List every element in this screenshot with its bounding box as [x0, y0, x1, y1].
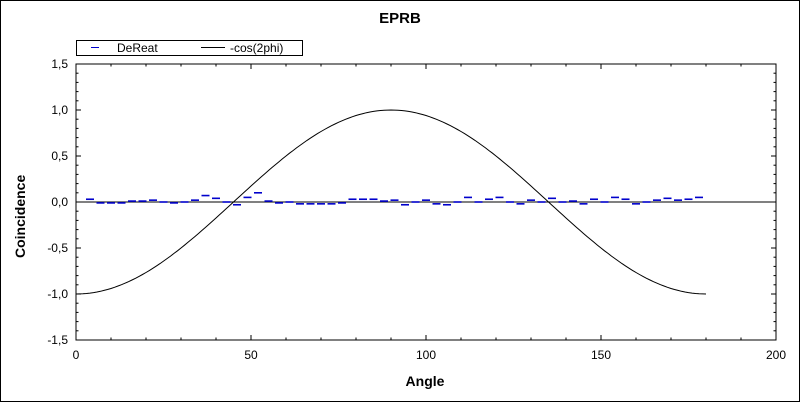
y-tick-label: 0,5: [51, 149, 68, 163]
y-tick-label: 1,5: [51, 57, 68, 71]
series-cos-line: [75, 109, 707, 295]
y-tick-label: 0,0: [51, 195, 68, 209]
x-tick-label: 200: [766, 348, 786, 362]
y-tick-label: -1,5: [47, 333, 68, 347]
x-axis-label: Angle: [405, 373, 445, 389]
x-tick-label: 50: [244, 348, 258, 362]
y-axis-label: Coincidence: [12, 174, 28, 258]
x-tick-label: 0: [73, 348, 80, 362]
x-tick-label: 150: [591, 348, 611, 362]
y-tick-label: 1,0: [51, 103, 68, 117]
chart-title: EPRB: [379, 10, 421, 27]
legend: DeReat -cos(2phi): [76, 40, 303, 56]
legend-swatch-dereat: [91, 47, 99, 48]
legend-swatch-cos-line: [201, 47, 225, 48]
legend-label-cos: -cos(2phi): [230, 41, 284, 55]
y-tick-label: -0,5: [47, 241, 68, 255]
y-tick-label: -1,0: [47, 287, 68, 301]
x-tick-label: 100: [416, 348, 436, 362]
legend-label-dereat: DeReat: [117, 41, 158, 55]
